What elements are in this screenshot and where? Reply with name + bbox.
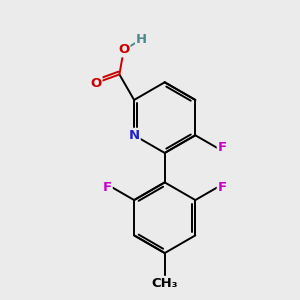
Text: F: F [103,181,112,194]
Text: O: O [118,43,129,56]
Text: F: F [218,141,227,154]
Text: N: N [129,129,140,142]
Text: CH₃: CH₃ [152,277,178,290]
Text: O: O [90,76,101,89]
Text: F: F [218,181,227,194]
Text: H: H [136,33,147,46]
